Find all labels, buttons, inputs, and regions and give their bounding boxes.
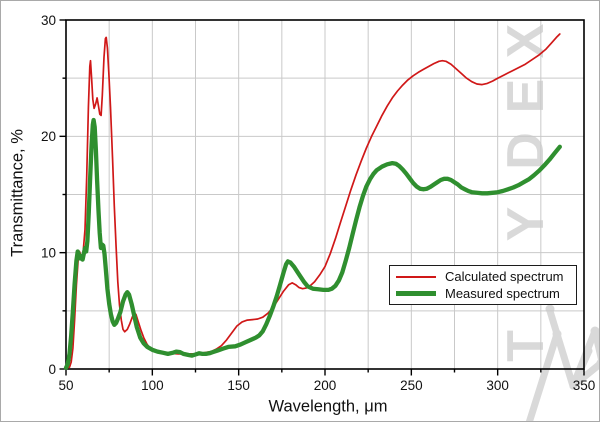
measured-line-swatch: [396, 291, 436, 296]
watermark-letter: T: [497, 330, 555, 362]
legend-item-measured: Measured spectrum: [396, 285, 572, 302]
watermark-logo-icon: [525, 304, 599, 421]
calculated-line-swatch: [396, 275, 436, 278]
svg-text:200: 200: [314, 378, 337, 393]
svg-text:30: 30: [41, 13, 56, 28]
x-axis-title: Wavelength, μm: [268, 397, 388, 416]
svg-text:300: 300: [486, 378, 509, 393]
watermark-letter: E: [497, 79, 555, 114]
svg-text:50: 50: [58, 378, 73, 393]
svg-text:20: 20: [41, 129, 56, 144]
measured-spectrum-curve: [63, 117, 562, 370]
svg-text:0: 0: [48, 362, 56, 377]
legend: Calculated spectrum Measured spectrum: [389, 265, 577, 305]
y-axis-title: Transmittance, %: [8, 129, 27, 257]
svg-text:10: 10: [41, 245, 56, 260]
watermark-letter: Y: [497, 207, 555, 242]
calculated-spectrum-curve: [65, 33, 561, 369]
svg-text:350: 350: [573, 378, 596, 393]
legend-label-measured: Measured spectrum: [445, 286, 560, 301]
watermark-letter: X: [497, 23, 555, 58]
svg-text:100: 100: [141, 378, 164, 393]
legend-item-calculated: Calculated spectrum: [396, 268, 572, 285]
legend-label-calculated: Calculated spectrum: [445, 269, 564, 284]
svg-text:250: 250: [400, 378, 423, 393]
svg-text:150: 150: [227, 378, 250, 393]
